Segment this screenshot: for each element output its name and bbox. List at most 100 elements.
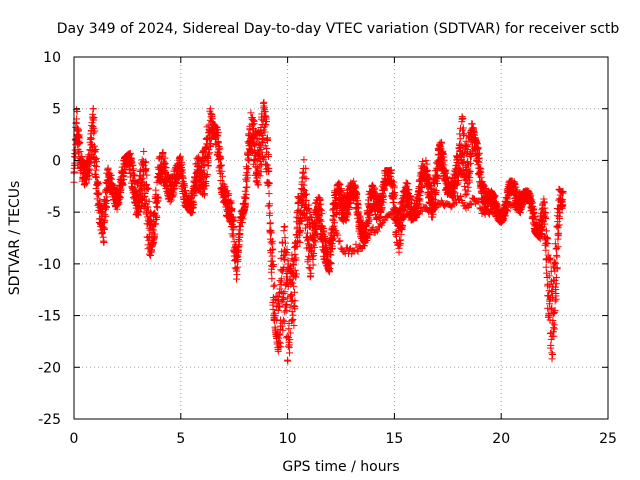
data-point xyxy=(75,149,83,157)
data-point xyxy=(335,237,343,245)
data-point xyxy=(91,142,99,150)
data-point xyxy=(241,187,249,195)
data-point xyxy=(276,277,284,285)
data-point xyxy=(142,158,150,166)
data-point xyxy=(143,171,151,179)
data-point xyxy=(92,184,100,192)
data-point xyxy=(140,205,148,213)
data-point xyxy=(83,179,91,187)
data-point xyxy=(103,203,111,211)
y-axis-title: SDTVAR / TECUs xyxy=(7,181,23,296)
data-point xyxy=(390,198,398,206)
data-point xyxy=(71,161,79,169)
data-point xyxy=(90,113,98,121)
data-point xyxy=(100,238,108,246)
data-point xyxy=(162,164,170,172)
data-point xyxy=(265,190,273,198)
data-point xyxy=(144,185,152,193)
data-point xyxy=(125,166,133,174)
data-point xyxy=(102,212,110,220)
data-point xyxy=(288,316,296,324)
data-point xyxy=(280,255,288,263)
y-tick-label: -5 xyxy=(47,205,61,221)
data-point xyxy=(267,238,275,246)
data-point xyxy=(468,120,476,128)
data-point xyxy=(74,124,82,132)
data-point xyxy=(286,349,294,357)
data-point xyxy=(149,226,157,234)
data-point xyxy=(86,158,94,166)
data-point xyxy=(142,165,150,173)
data-point xyxy=(217,177,225,185)
data-point xyxy=(81,180,89,188)
data-point xyxy=(151,230,159,238)
data-point xyxy=(243,183,251,191)
data-point xyxy=(107,171,115,179)
x-tick-label: 5 xyxy=(176,431,185,447)
data-points xyxy=(70,98,567,365)
data-point xyxy=(119,180,127,188)
data-point xyxy=(456,140,464,148)
data-point xyxy=(93,163,101,171)
data-point xyxy=(138,178,146,186)
data-point xyxy=(233,271,241,279)
data-point xyxy=(94,191,102,199)
data-point xyxy=(135,190,143,198)
data-point xyxy=(172,178,180,186)
data-point xyxy=(103,196,111,204)
data-point xyxy=(84,159,92,167)
data-point xyxy=(268,275,276,283)
x-tick-label: 10 xyxy=(279,431,297,447)
data-point xyxy=(289,315,297,323)
data-point xyxy=(549,351,557,359)
data-point xyxy=(141,158,149,166)
data-point xyxy=(115,200,123,208)
data-point xyxy=(285,342,293,350)
data-point xyxy=(167,196,175,204)
data-point xyxy=(101,225,109,233)
data-point xyxy=(92,145,100,153)
y-tick-label: 0 xyxy=(52,153,61,169)
data-point xyxy=(152,220,160,228)
chart-title: Day 349 of 2024, Sidereal Day-to-day VTE… xyxy=(57,21,620,37)
data-point xyxy=(170,186,178,194)
data-point xyxy=(551,277,559,285)
data-point xyxy=(229,231,237,239)
data-point xyxy=(554,222,562,230)
data-point xyxy=(144,203,152,211)
x-tick-label: 20 xyxy=(492,431,510,447)
data-point xyxy=(280,223,288,231)
data-point xyxy=(459,114,467,122)
data-point xyxy=(286,329,294,337)
data-point xyxy=(270,282,278,290)
data-point xyxy=(548,349,556,357)
data-point xyxy=(263,161,271,169)
data-point xyxy=(147,216,155,224)
data-point xyxy=(181,183,189,191)
data-point xyxy=(108,175,116,183)
data-point xyxy=(284,357,292,365)
data-point xyxy=(116,195,124,203)
data-point xyxy=(422,156,430,164)
data-point xyxy=(137,176,145,184)
data-point xyxy=(136,208,144,216)
data-point xyxy=(117,185,125,193)
data-point xyxy=(94,180,102,188)
data-point xyxy=(129,161,137,169)
data-point xyxy=(130,170,138,178)
data-point xyxy=(154,204,162,212)
y-tick-label: 5 xyxy=(52,102,61,118)
y-tick-label: 10 xyxy=(43,50,61,66)
data-point xyxy=(553,244,561,252)
data-point xyxy=(91,161,99,169)
data-point xyxy=(86,165,94,173)
y-tick-label: -15 xyxy=(38,309,61,325)
data-point xyxy=(141,189,149,197)
y-tick-label: -10 xyxy=(38,257,61,273)
data-point xyxy=(178,160,186,168)
data-point xyxy=(554,230,562,238)
data-point xyxy=(298,174,306,182)
data-point xyxy=(146,251,154,259)
data-point xyxy=(140,147,148,155)
